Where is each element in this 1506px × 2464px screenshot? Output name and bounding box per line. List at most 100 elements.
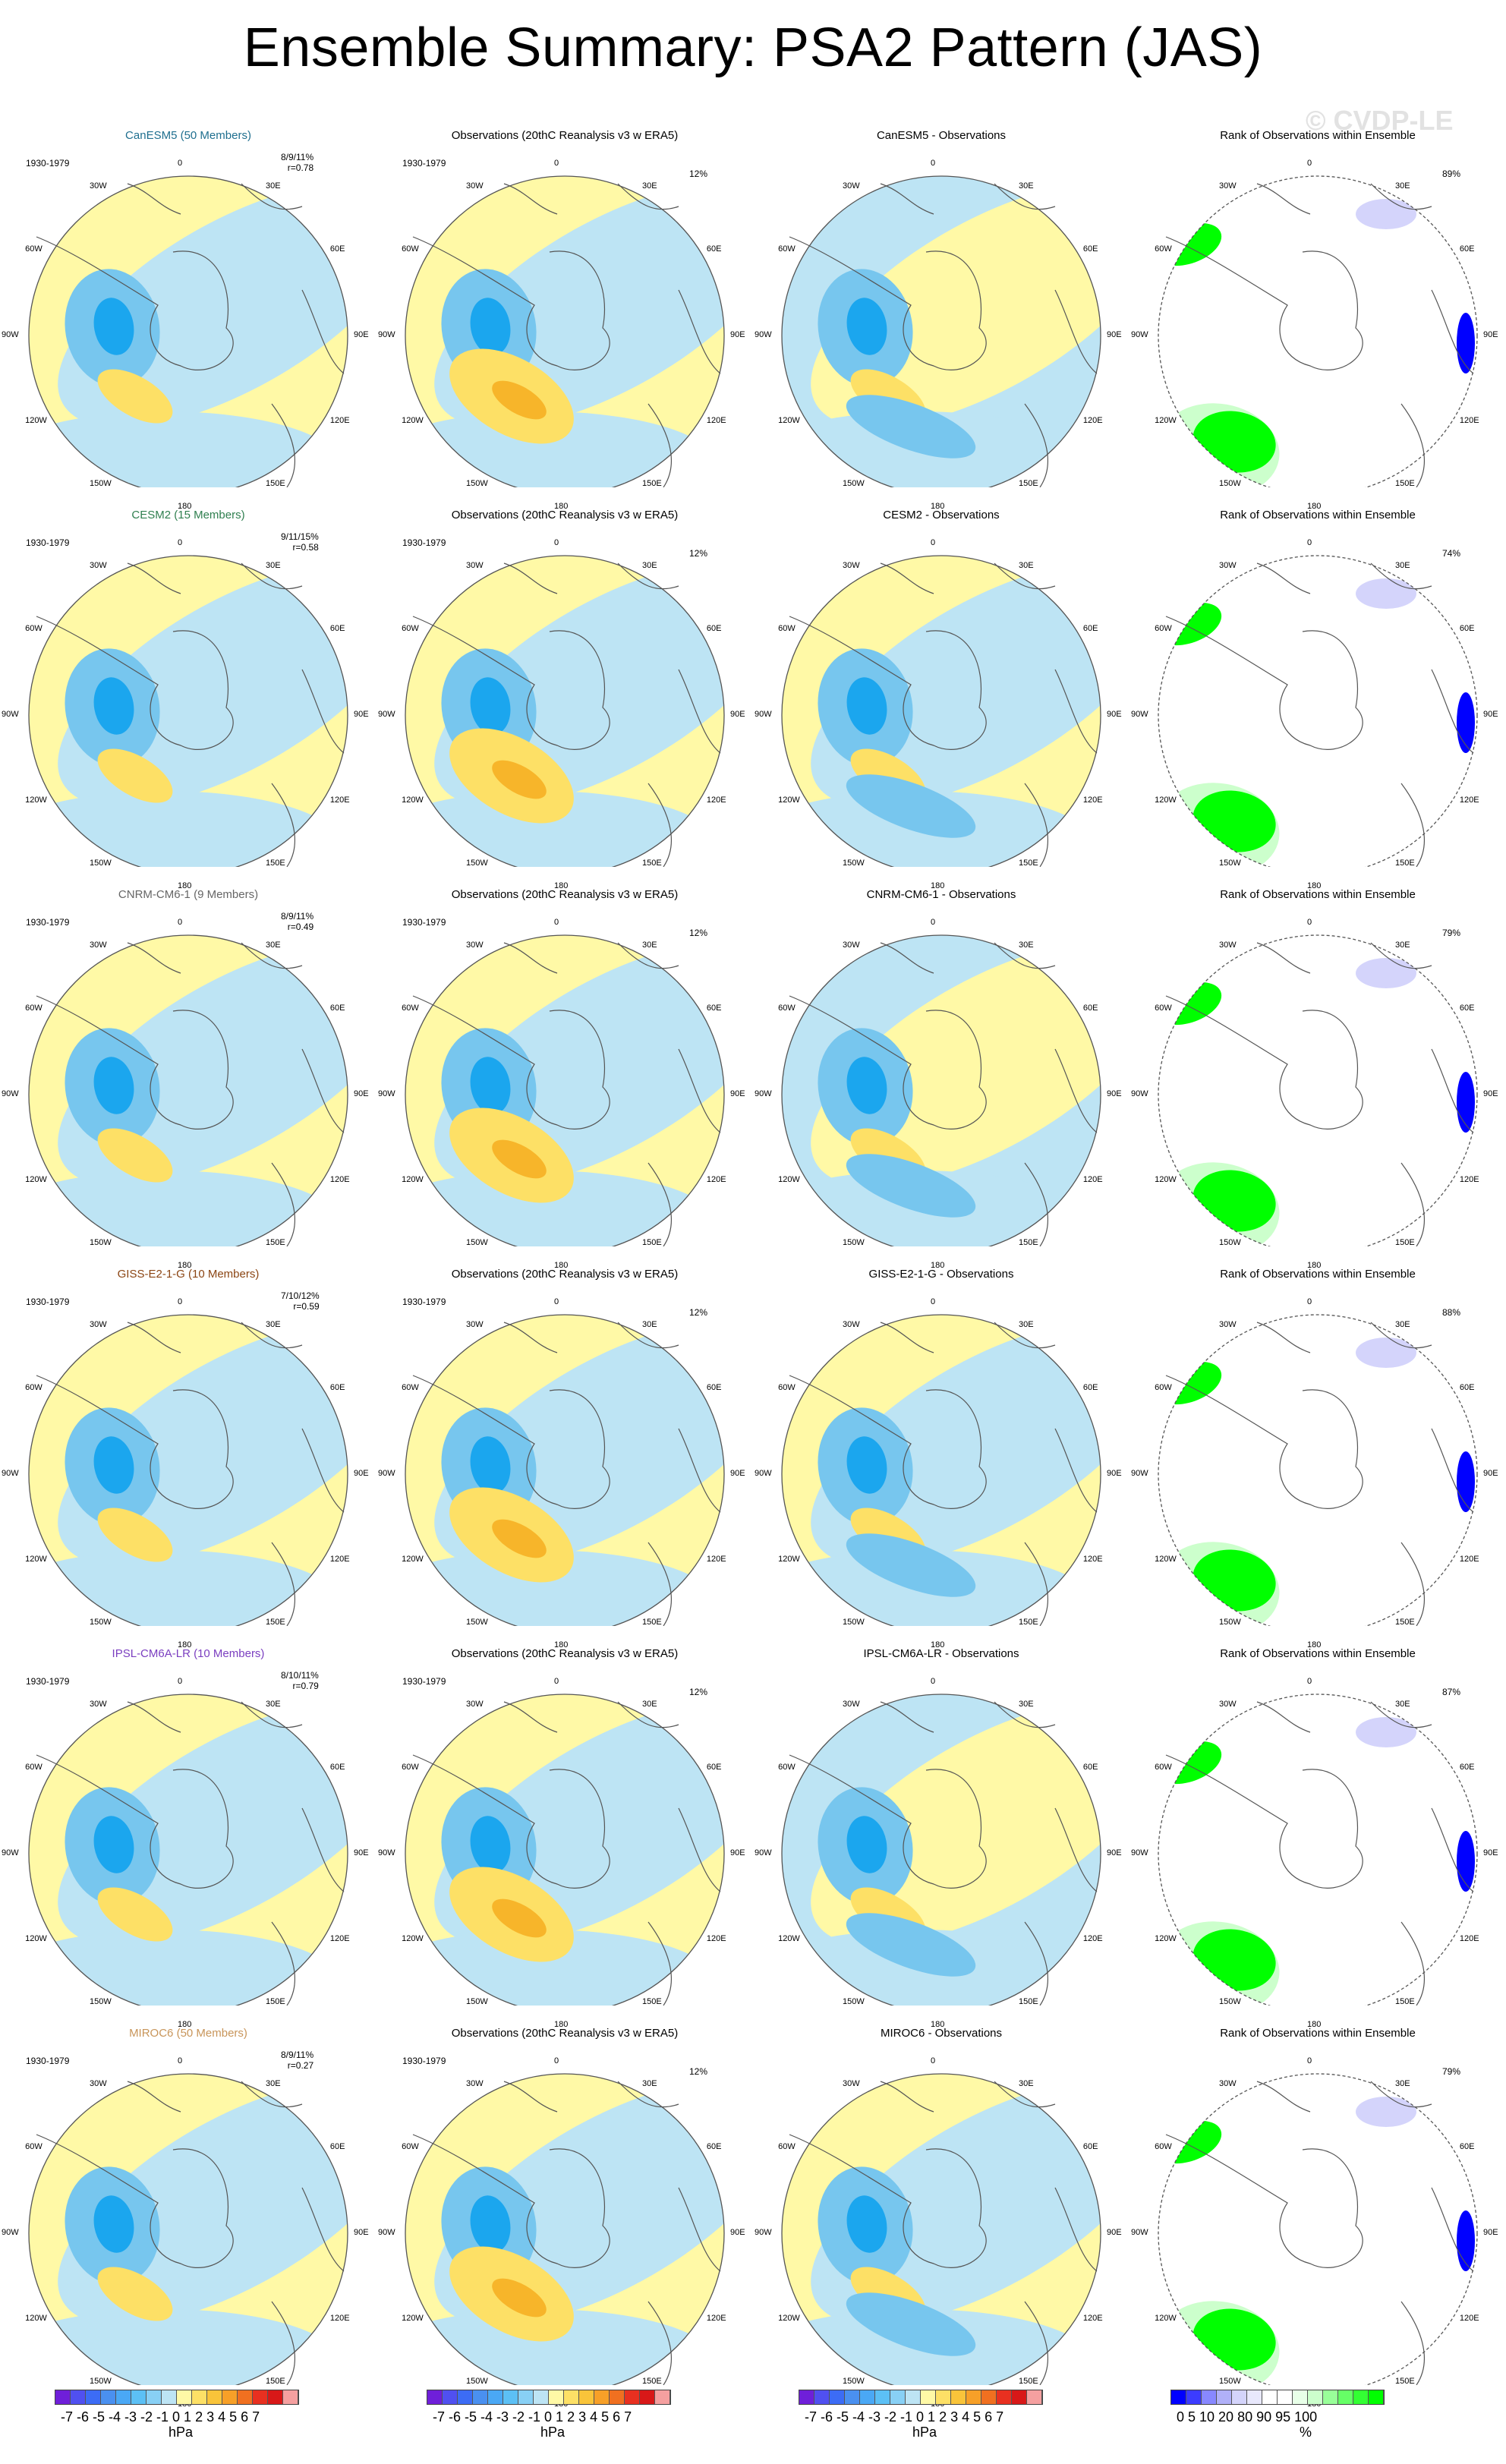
coastline <box>1165 1322 1474 1626</box>
lon-label: 0 <box>178 159 183 168</box>
model-title: IPSL-CM6A-LR (10 Members) <box>112 1647 265 1660</box>
low-anomaly-core <box>470 1436 511 1494</box>
model-title: CESM2 (15 Members) <box>131 509 245 521</box>
lon-label: 30E <box>642 2079 657 2089</box>
lon-label: 120W <box>1155 796 1177 805</box>
rank-pct: 89% <box>1442 169 1461 179</box>
lon-label: 120E <box>1082 2314 1103 2323</box>
pattern-correlation: r=0.49 <box>287 922 314 932</box>
lon-label: 30W <box>843 561 860 571</box>
lon-label: 120W <box>25 416 47 425</box>
colorbar-swatch <box>1012 2390 1027 2404</box>
lon-label: 30E <box>1019 941 1034 950</box>
rank-panel: Rank of Observations within Ensemble 79% 0… <box>1130 867 1506 1270</box>
coastline <box>36 183 345 487</box>
rank-panel: Rank of Observations within Ensemble 74% 0… <box>1130 487 1506 890</box>
map-field <box>29 2074 348 2385</box>
colorbar-swatch <box>192 2390 207 2404</box>
lon-label: 150W <box>843 1996 865 2006</box>
high-anomaly <box>97 748 173 803</box>
member-stats: 9/11/15% r=0.58 <box>281 531 319 553</box>
high-anomaly <box>97 1887 173 1942</box>
lon-label: 150E <box>642 1617 662 1627</box>
lon-label: 60E <box>1082 624 1098 633</box>
lon-label: 150E <box>266 2376 285 2386</box>
map-boundary <box>405 1314 725 1626</box>
lon-label: 90E <box>1483 2228 1498 2237</box>
map-boundary <box>28 1314 348 1626</box>
lon-label: 60E <box>706 2142 722 2151</box>
coastline <box>1165 942 1474 1246</box>
lon-label: 150E <box>642 858 662 868</box>
colorbar-swatch <box>503 2390 518 2404</box>
colorbar-swatch <box>1353 2390 1369 2404</box>
diff-panel: CESM2 - Observations 0 30E 60E 90E 120E 150E 18… <box>753 487 1130 890</box>
lon-label: 150E <box>1395 858 1415 868</box>
lon-label: 0 <box>554 538 559 547</box>
lon-label: 120W <box>778 1555 800 1564</box>
rank-title: Rank of Observations within Ensemble <box>1220 1647 1416 1660</box>
low-anomaly-core <box>470 2195 511 2253</box>
anomaly-region <box>29 1930 340 2006</box>
colorbar-swatch <box>890 2390 906 2404</box>
lon-label: 0 <box>931 2056 936 2065</box>
colorbar-swatch <box>1369 2390 1384 2404</box>
low-anomaly-core <box>93 298 134 355</box>
lon-label: 0 <box>1307 538 1312 547</box>
obs-panel: Observations (20thC Reanalysis v3 w ERA5… <box>376 2006 753 2409</box>
lon-label: 150E <box>1395 2376 1415 2386</box>
lon-label: 90W <box>378 1848 395 1857</box>
lon-label: 120W <box>402 796 424 805</box>
low-anomaly-core <box>846 677 887 735</box>
lon-label: 120W <box>25 1175 47 1184</box>
lon-label: 30E <box>266 941 281 950</box>
variance-stats: 9/11/15% <box>281 531 319 542</box>
lon-label: 30E <box>1395 1320 1410 1330</box>
lon-label: 0 <box>554 159 559 168</box>
lon-label: 120E <box>1459 796 1479 805</box>
lon-label: 60W <box>25 1763 43 1772</box>
low-anomaly-core <box>846 1057 887 1114</box>
lon-label: 60W <box>1155 1763 1172 1772</box>
lon-label: 0 <box>178 2056 183 2065</box>
obs-panel: Observations (20thC Reanalysis v3 w ERA5… <box>376 487 753 890</box>
low-anomaly <box>846 1154 976 1218</box>
lon-label: 60W <box>1155 1004 1172 1013</box>
lon-label: 30E <box>1019 2079 1034 2089</box>
colorbar-swatch <box>1308 2390 1323 2404</box>
lon-label: 150W <box>1219 478 1241 488</box>
lon-label: 150E <box>1019 1996 1038 2006</box>
lon-label: 30W <box>843 1700 860 1709</box>
lon-label: 150W <box>1219 2376 1241 2386</box>
low-anomaly-core <box>93 1057 134 1114</box>
model-panel: IPSL-CM6A-LR (10 Members) 1930-1979 8/10/1… <box>0 1626 376 2029</box>
map-boundary <box>1158 1694 1478 2006</box>
lon-label: 120E <box>1459 2314 1479 2323</box>
rank-panel: Rank of Observations within Ensemble 88% 0… <box>1130 1246 1506 1649</box>
coastline <box>789 562 1098 867</box>
lon-label: 150E <box>1019 1237 1038 1247</box>
colorbar-swatch <box>1293 2390 1308 2404</box>
lon-label: 150E <box>1395 1996 1415 2006</box>
lon-label: 180 <box>1307 1261 1322 1270</box>
lon-label: 180 <box>554 2020 569 2029</box>
low-anomaly-core <box>470 1816 511 1873</box>
lon-label: 30E <box>266 1320 281 1330</box>
colorbar-swatch <box>534 2390 549 2404</box>
colorbar-swatch <box>222 2390 238 2404</box>
lon-label: 60E <box>329 244 345 254</box>
map-boundary <box>781 175 1101 487</box>
colorbar-ticks: -7 -6 -5 -4 -3 -2 -1 0 1 2 3 4 5 6 7 <box>433 2409 632 2425</box>
map-boundary <box>1158 934 1478 1246</box>
lon-label: 90E <box>354 2228 369 2237</box>
lon-label: 90W <box>1131 710 1148 719</box>
lon-label: 0 <box>931 1677 936 1686</box>
lon-label: 150W <box>843 858 865 868</box>
lon-label: 150E <box>266 1617 285 1627</box>
low-anomaly-core <box>470 298 511 355</box>
lon-label: 120W <box>1155 1175 1177 1184</box>
lon-label: 30W <box>90 1700 107 1709</box>
lon-label: 150E <box>266 478 285 488</box>
lon-label: 120W <box>25 2314 47 2323</box>
obs-variance-pct: 12% <box>689 169 708 179</box>
